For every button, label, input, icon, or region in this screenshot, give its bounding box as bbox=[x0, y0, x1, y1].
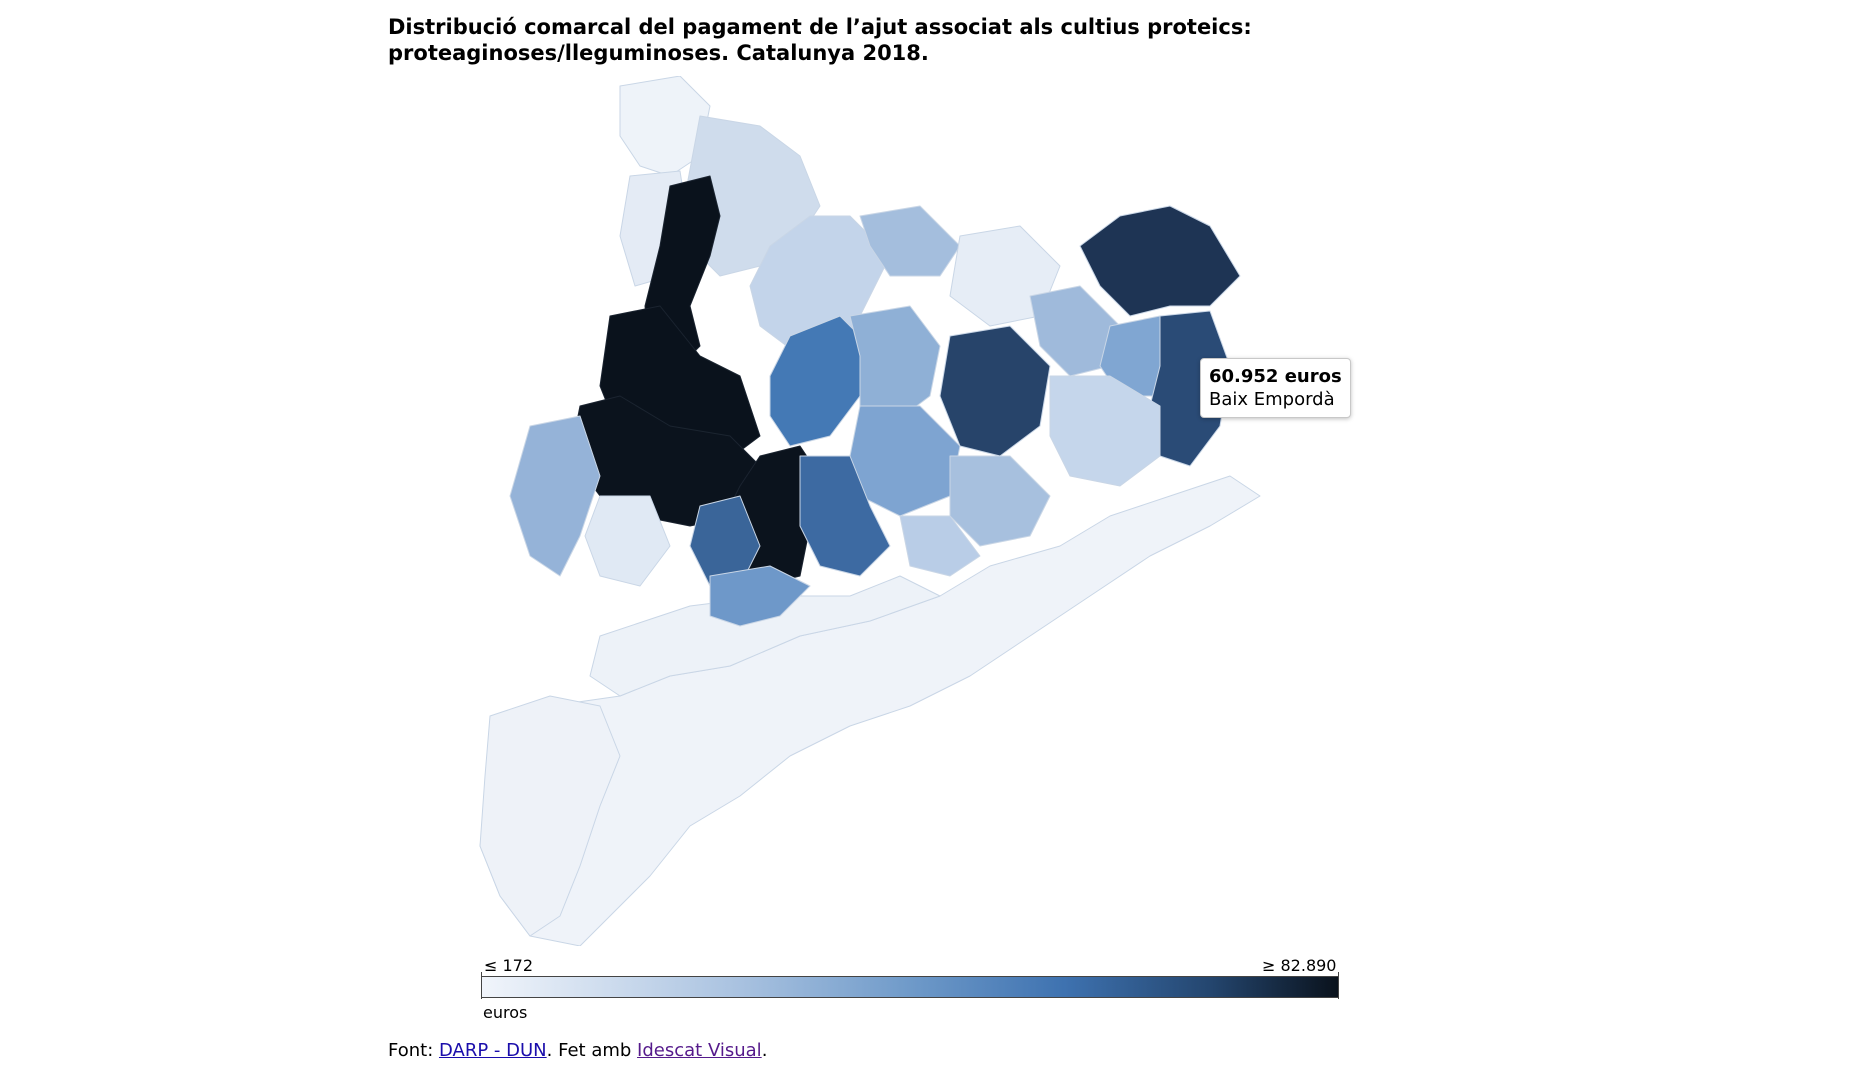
legend-max-label: ≥ 82.890 bbox=[1262, 956, 1337, 975]
source-line: Font: DARP - DUN. Fet amb Idescat Visual… bbox=[388, 1040, 767, 1061]
region-maresme-nord[interactable] bbox=[1049, 375, 1161, 487]
region-anoia[interactable] bbox=[799, 455, 891, 577]
legend-unit: euros bbox=[483, 1003, 528, 1022]
source-link-idescat[interactable]: Idescat Visual bbox=[637, 1040, 762, 1061]
legend-tick-left bbox=[481, 972, 482, 999]
source-link-darp[interactable]: DARP - DUN bbox=[438, 1040, 547, 1061]
region-val-aran[interactable] bbox=[619, 75, 711, 177]
title-line-2: proteaginoses/lleguminoses. Catalunya 20… bbox=[388, 41, 929, 65]
source-middle: . Fet amb bbox=[546, 1040, 638, 1061]
legend-min-label: ≤ 172 bbox=[484, 956, 534, 975]
map-svg[interactable] bbox=[470, 75, 1350, 947]
region-alt-emporda[interactable] bbox=[1079, 205, 1241, 317]
title-line-1: Distribució comarcal del pagament de l’a… bbox=[388, 15, 1252, 39]
legend-color-bar bbox=[481, 972, 1339, 999]
region-vallès[interactable] bbox=[949, 455, 1051, 547]
region-garrotxa-selva[interactable] bbox=[939, 325, 1051, 457]
chart-title: Distribució comarcal del pagament de l’a… bbox=[388, 14, 1388, 66]
source-suffix: . bbox=[761, 1040, 768, 1061]
choropleth-map[interactable] bbox=[470, 75, 1350, 947]
region-baix-llobregat[interactable] bbox=[899, 515, 981, 577]
tooltip-value: 60.952 euros bbox=[1209, 366, 1342, 387]
region-conca-barbera[interactable] bbox=[709, 565, 811, 627]
region-terres-ebre[interactable] bbox=[479, 695, 621, 937]
legend-tick-right bbox=[1338, 972, 1339, 999]
region-segria[interactable] bbox=[509, 415, 601, 577]
map-tooltip: 60.952 euros Baix Empordà bbox=[1200, 358, 1351, 418]
region-cerdanya[interactable] bbox=[859, 205, 961, 277]
region-pla-urgell[interactable] bbox=[584, 495, 671, 587]
region-baix-emporda[interactable] bbox=[1149, 310, 1231, 467]
source-prefix: Font: bbox=[388, 1040, 439, 1061]
region-bergueda[interactable] bbox=[769, 315, 871, 447]
tooltip-region: Baix Empordà bbox=[1209, 389, 1335, 410]
